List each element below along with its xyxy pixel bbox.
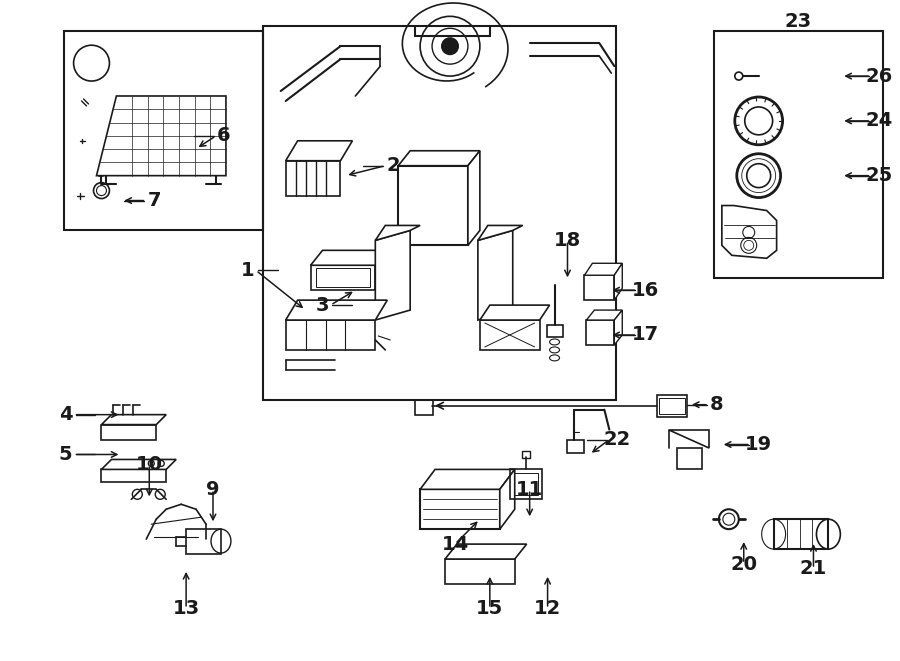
Polygon shape (102, 414, 166, 424)
Text: 14: 14 (441, 535, 469, 554)
Polygon shape (478, 231, 513, 320)
Text: 2: 2 (386, 156, 400, 175)
Polygon shape (102, 459, 176, 469)
Polygon shape (310, 251, 387, 265)
Polygon shape (722, 206, 777, 258)
Polygon shape (398, 166, 468, 245)
Polygon shape (420, 469, 515, 489)
Text: 23: 23 (785, 12, 812, 31)
Text: 13: 13 (173, 600, 200, 618)
Text: 12: 12 (534, 600, 562, 618)
Polygon shape (102, 469, 166, 483)
Bar (546, 325, 562, 337)
Text: 15: 15 (476, 600, 503, 618)
Bar (263, 26, 616, 400)
Polygon shape (480, 320, 540, 350)
Polygon shape (285, 300, 387, 320)
Polygon shape (420, 489, 500, 529)
Polygon shape (480, 305, 550, 320)
Text: 6: 6 (217, 126, 230, 145)
Text: 26: 26 (866, 67, 893, 85)
Text: 8: 8 (710, 395, 724, 414)
Text: 20: 20 (730, 555, 757, 574)
Text: 5: 5 (58, 445, 72, 464)
Bar (659, 398, 685, 414)
Text: 3: 3 (316, 295, 329, 315)
Polygon shape (375, 225, 420, 241)
Bar (522, 451, 530, 459)
Polygon shape (285, 141, 353, 161)
Text: 9: 9 (206, 480, 220, 499)
Polygon shape (669, 430, 709, 447)
Bar (64, 31, 263, 231)
Polygon shape (587, 310, 622, 320)
Bar (566, 440, 584, 453)
Polygon shape (615, 263, 622, 300)
Text: 16: 16 (632, 281, 659, 299)
Polygon shape (584, 275, 615, 300)
Text: 4: 4 (58, 405, 72, 424)
Polygon shape (478, 225, 523, 241)
Polygon shape (445, 544, 526, 559)
Text: 17: 17 (632, 325, 659, 344)
Text: 18: 18 (554, 231, 581, 250)
Polygon shape (615, 310, 622, 345)
Text: 7: 7 (148, 191, 161, 210)
Text: 25: 25 (866, 166, 893, 185)
Polygon shape (102, 424, 157, 440)
Polygon shape (186, 529, 221, 554)
Text: 21: 21 (800, 559, 827, 578)
Text: 19: 19 (745, 435, 772, 454)
Polygon shape (285, 161, 340, 196)
Text: 10: 10 (136, 455, 163, 474)
Polygon shape (445, 559, 515, 584)
Text: 11: 11 (516, 480, 544, 499)
Bar (677, 447, 702, 469)
Polygon shape (310, 265, 375, 290)
Polygon shape (587, 320, 615, 345)
Bar (514, 473, 537, 495)
Text: 22: 22 (604, 430, 631, 449)
Bar (714, 31, 883, 278)
Circle shape (442, 38, 458, 54)
Text: 1: 1 (241, 260, 255, 280)
Polygon shape (316, 268, 370, 287)
Bar (415, 400, 433, 414)
Polygon shape (285, 320, 375, 350)
Polygon shape (500, 469, 515, 529)
Polygon shape (375, 231, 410, 320)
Bar (657, 395, 687, 416)
Polygon shape (774, 519, 828, 549)
Text: 24: 24 (866, 112, 893, 130)
Polygon shape (398, 151, 480, 166)
Polygon shape (96, 96, 226, 176)
Bar (509, 469, 542, 499)
Polygon shape (468, 151, 480, 245)
Polygon shape (584, 263, 622, 275)
